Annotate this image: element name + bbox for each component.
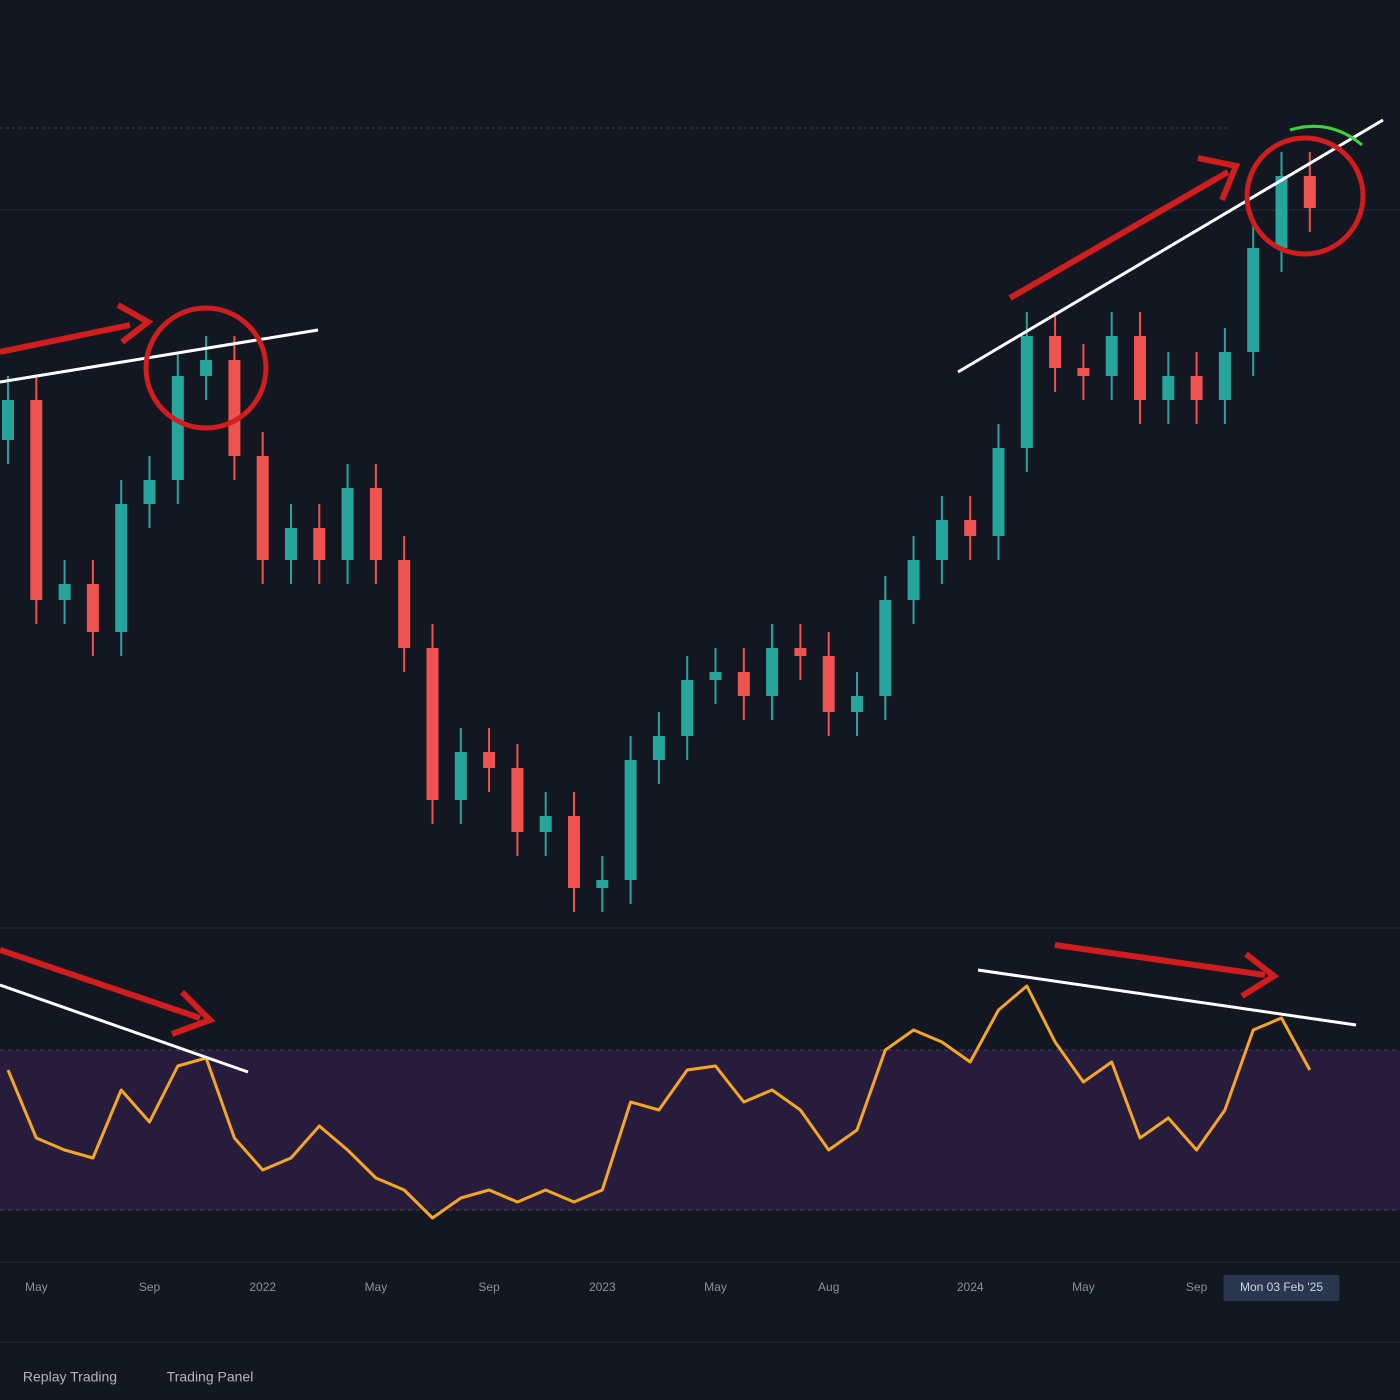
annotations <box>0 118 1384 1074</box>
candle-body <box>1105 336 1118 376</box>
candle-body <box>822 656 835 712</box>
candle-body <box>1077 368 1090 376</box>
circle <box>143 305 269 431</box>
x-tick-label: 2022 <box>249 1280 276 1294</box>
candle-body <box>285 528 297 560</box>
candle-body <box>737 672 750 696</box>
candle-body <box>1162 376 1175 400</box>
candle-body <box>115 504 128 632</box>
arrow-head <box>116 302 154 345</box>
candle-body <box>624 760 637 880</box>
candle-body <box>426 648 439 800</box>
toolbar-button[interactable]: Trading Panel <box>167 1369 254 1385</box>
circle <box>1244 135 1366 257</box>
candle-body <box>539 816 552 832</box>
candle-body <box>256 456 269 560</box>
candle-body <box>935 520 948 560</box>
x-tick-label: May <box>1072 1280 1095 1294</box>
candle-body <box>171 376 184 480</box>
candle-body <box>709 672 722 680</box>
candle-body <box>483 752 496 768</box>
candle-body <box>794 648 807 656</box>
x-tick-label: 2023 <box>589 1280 616 1294</box>
x-tick-label: Aug <box>818 1280 839 1294</box>
x-tick-label: May <box>704 1280 727 1294</box>
candle-body <box>568 816 580 888</box>
candle-body <box>369 488 382 560</box>
bottom-toolbar: Replay Trading Trading Panel <box>23 1369 253 1385</box>
candle-body <box>1303 176 1316 208</box>
trend-line <box>957 118 1384 374</box>
arrow <box>0 322 131 355</box>
candle-body <box>1049 336 1062 368</box>
candle-body <box>596 880 609 888</box>
arrow-head <box>1240 951 1280 999</box>
arrow-head <box>1197 155 1241 202</box>
candle-body <box>1134 336 1146 400</box>
x-tick-label: Sep <box>139 1280 161 1294</box>
arrow <box>1054 942 1266 978</box>
candle-body <box>851 696 863 712</box>
x-tick-label: 2024 <box>957 1280 984 1294</box>
candle-body <box>879 600 892 696</box>
candle-body <box>30 400 43 600</box>
rsi-line <box>6 984 1312 1220</box>
arrow <box>1008 169 1230 301</box>
candle-body <box>964 520 977 536</box>
trend-line <box>0 983 249 1074</box>
trend-line <box>977 968 1357 1027</box>
candle-body <box>1218 352 1231 400</box>
candle-body <box>454 752 467 800</box>
candle-body <box>58 584 71 600</box>
candle-body <box>1190 376 1203 400</box>
plot: May Sep 2022 May Sep 2023 May Aug 2024 May Sep Mon … <box>0 152 1400 1301</box>
candle-body <box>1020 336 1033 448</box>
x-tick-label: Sep <box>1186 1280 1208 1294</box>
candle-body <box>766 648 779 696</box>
candle-body <box>143 480 156 504</box>
crosshair-label-bg <box>1223 1275 1340 1301</box>
candle-body <box>511 768 524 832</box>
curve <box>1289 124 1363 147</box>
candle-body <box>1247 248 1260 352</box>
candle-body <box>398 560 411 648</box>
arrow-head <box>170 989 216 1037</box>
arrow <box>0 947 201 1021</box>
candle-body <box>228 360 241 456</box>
trend-line <box>0 328 319 384</box>
toolbar-button[interactable]: Replay Trading <box>23 1369 117 1385</box>
candle-body <box>86 584 99 632</box>
candle-body <box>200 360 213 376</box>
candle-body <box>652 736 665 760</box>
candle-body <box>2 400 14 440</box>
candle-body <box>907 560 920 600</box>
candle-body <box>992 448 1005 536</box>
candle-body <box>313 528 326 560</box>
x-tick-label: Sep <box>478 1280 500 1294</box>
candle-body <box>1275 176 1288 248</box>
crosshair-date-label: Mon 03 Feb '25 <box>1240 1280 1323 1294</box>
rsi-band <box>0 1050 1400 1210</box>
candle-body <box>341 488 354 560</box>
x-tick-label: May <box>25 1280 48 1294</box>
x-tick-label: May <box>365 1280 388 1294</box>
candle-body <box>681 680 694 736</box>
